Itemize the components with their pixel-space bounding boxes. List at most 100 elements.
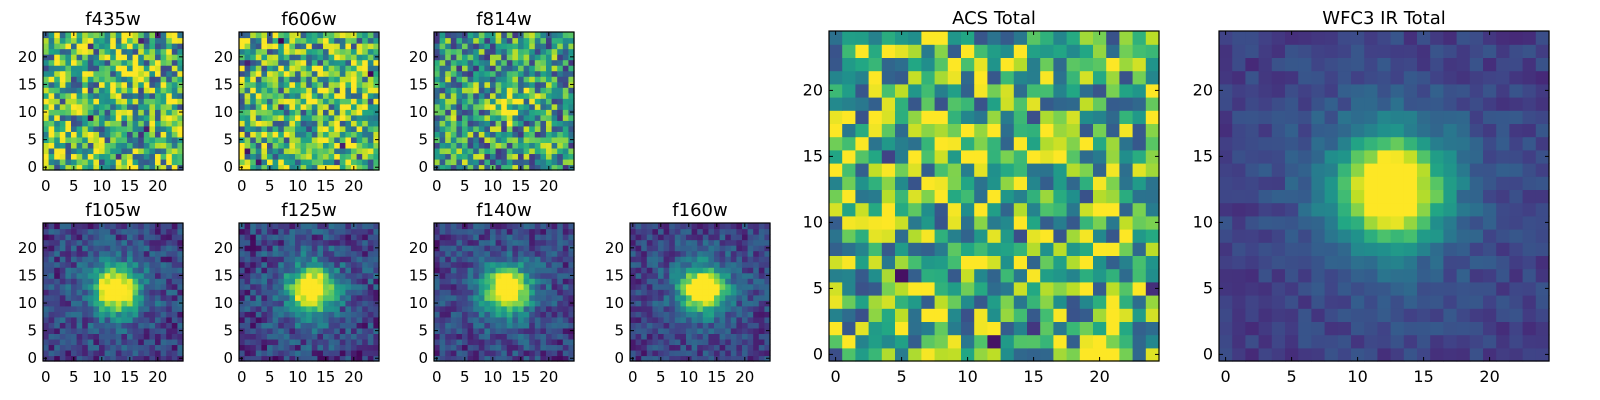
heatmap-cell	[160, 76, 167, 83]
heatmap-cell	[551, 114, 558, 121]
heatmap-cell	[311, 344, 318, 351]
heatmap-cell	[48, 355, 55, 362]
heatmap-cell	[115, 32, 122, 39]
heatmap-cell	[512, 311, 519, 318]
heatmap-cell	[334, 142, 341, 149]
heatmap-cell	[456, 37, 463, 44]
heatmap-cell	[450, 311, 457, 318]
heatmap-cell	[518, 234, 525, 241]
heatmap-cell	[501, 142, 508, 149]
heatmap-cell	[921, 215, 936, 230]
heatmap-cell	[104, 223, 111, 230]
heatmap-cell	[467, 228, 474, 235]
heatmap-cell	[881, 347, 896, 362]
heatmap-cell	[456, 245, 463, 252]
heatmap-cell	[490, 333, 497, 340]
heatmap-cell	[272, 54, 279, 61]
heatmap-cell	[529, 158, 536, 166]
heatmap-cell	[562, 109, 569, 116]
heatmap-cell	[1145, 255, 1160, 270]
heatmap-cell	[478, 48, 485, 55]
heatmap-cell	[478, 305, 485, 312]
heatmap-cell	[149, 338, 156, 346]
heatmap-cell	[311, 272, 318, 279]
heatmap-cell	[334, 65, 341, 72]
heatmap-cell	[1079, 163, 1094, 177]
heatmap-cell	[345, 125, 352, 132]
heatmap-cell	[82, 142, 89, 149]
heatmap-cell	[87, 103, 94, 110]
heatmap-cell	[540, 81, 547, 88]
heatmap-cell	[529, 54, 536, 61]
heatmap-cell	[334, 261, 341, 268]
heatmap-cell	[373, 305, 380, 312]
heatmap-cell	[697, 333, 704, 340]
heatmap-cell	[947, 149, 962, 164]
heatmap-cell	[250, 355, 257, 362]
heatmap-cell	[730, 338, 737, 346]
x-tick-label: 5	[265, 177, 275, 195]
heatmap-cell	[143, 283, 150, 290]
heatmap-cell	[506, 92, 513, 99]
heatmap-cell	[523, 147, 530, 155]
heatmap-cell	[1040, 347, 1054, 362]
heatmap-cell	[842, 229, 856, 243]
heatmap-cell	[110, 261, 117, 268]
heatmap-cell	[54, 120, 61, 127]
heatmap-cell	[166, 103, 173, 110]
heatmap-cell	[362, 87, 369, 94]
heatmap-cell	[987, 202, 1002, 217]
heatmap-cell	[764, 294, 771, 301]
heatmap-cell	[697, 338, 704, 346]
heatmap-cell	[506, 300, 513, 307]
heatmap-cell	[456, 114, 463, 121]
heatmap-cell	[439, 338, 446, 346]
heatmap-cell	[462, 349, 469, 357]
heatmap-cell	[283, 261, 290, 268]
heatmap-cell	[351, 120, 358, 127]
heatmap-cell	[551, 59, 558, 66]
heatmap-cell	[356, 158, 363, 166]
heatmap-cell	[473, 300, 480, 307]
heatmap-cell	[356, 164, 363, 171]
heatmap-cell	[317, 131, 324, 138]
heatmap-cell	[753, 316, 760, 323]
heatmap-cell	[506, 333, 513, 340]
heatmap-cell	[680, 223, 687, 230]
heatmap-cell	[76, 98, 83, 105]
heatmap-cell	[267, 278, 274, 285]
heatmap-cell	[674, 322, 681, 329]
heatmap-cell	[635, 289, 642, 296]
heatmap-cell	[328, 54, 335, 61]
heatmap-cell	[317, 349, 324, 357]
heatmap-cell	[351, 136, 358, 143]
heatmap-cell	[518, 114, 525, 121]
heatmap-cell	[87, 349, 94, 357]
heatmap-cell	[501, 267, 508, 274]
heatmap-cell	[921, 176, 936, 190]
heatmap-cell	[367, 250, 374, 257]
heatmap-cell	[473, 147, 480, 155]
heatmap-cell	[467, 278, 474, 285]
heatmap-cell	[540, 234, 547, 241]
heatmap-cell	[132, 103, 139, 110]
heatmap-cell	[534, 76, 541, 83]
heatmap-cell	[562, 327, 569, 334]
heatmap-cell	[719, 316, 726, 323]
heatmap-cell	[518, 283, 525, 290]
x-tick-label: 20	[735, 368, 754, 386]
heatmap-cell	[484, 164, 491, 171]
heatmap-cell	[1132, 189, 1147, 204]
heatmap-cell	[456, 261, 463, 268]
heatmap-cell	[356, 92, 363, 99]
heatmap-cell	[490, 98, 497, 105]
heatmap-cell	[546, 327, 553, 334]
heatmap-cell	[65, 120, 72, 127]
heatmap-cell	[48, 92, 55, 99]
heatmap-cell	[562, 37, 569, 44]
heatmap-cell	[143, 239, 150, 246]
heatmap-cell	[478, 272, 485, 279]
heatmap-cell	[295, 283, 302, 290]
heatmap-cell	[725, 316, 732, 323]
heatmap-cell	[300, 158, 307, 166]
